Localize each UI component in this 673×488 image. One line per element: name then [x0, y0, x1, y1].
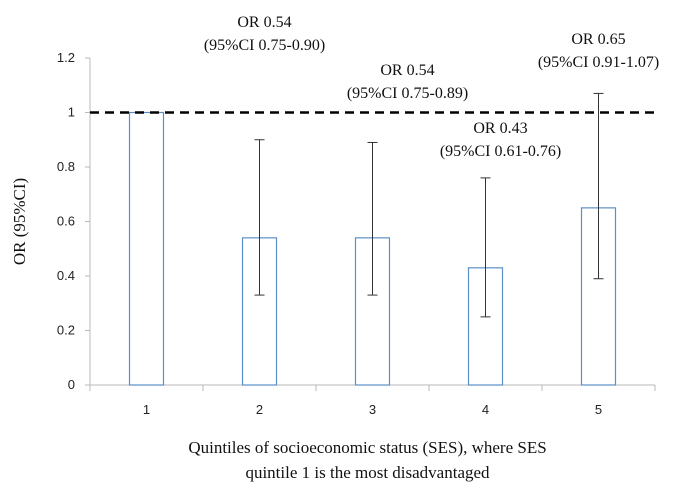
- x-tick-label: 3: [369, 402, 376, 417]
- x-axis-title-line: quintile 1 is the most disadvantaged: [245, 463, 490, 482]
- bars: [128, 111, 617, 386]
- annotation-ci: (95%CI 0.91-1.07): [538, 54, 659, 71]
- annotation-ci: (95%CI 0.75-0.89): [347, 85, 468, 102]
- x-axis-title-line: Quintiles of socioeconomic status (SES),…: [188, 438, 546, 457]
- axes: 0 0.2 0.4 0.6 0.8 1 1.2 1 2 3 4 5: [57, 50, 656, 417]
- bar: [128, 111, 165, 386]
- y-tick-label: 0.2: [57, 323, 75, 338]
- y-tick-label: 0: [68, 377, 75, 392]
- annotation-or: OR 0.54: [380, 62, 434, 79]
- y-tick-label: 1: [68, 105, 75, 120]
- y-tick-label: 1.2: [57, 50, 75, 65]
- axis-titles: OR (95%CI) Quintiles of socioeconomic sta…: [10, 178, 547, 482]
- y-tick-label: 0.4: [57, 268, 75, 283]
- y-axis-title: OR (95%CI): [10, 178, 29, 265]
- annotation-or: OR 0.54: [237, 14, 291, 31]
- x-tick-label: 4: [482, 402, 489, 417]
- y-tick-label: 0.6: [57, 214, 75, 229]
- annotation-or: OR 0.43: [473, 120, 527, 137]
- y-tick-label: 0.8: [57, 159, 75, 174]
- annotation-ci: (95%CI 0.75-0.90): [204, 37, 325, 54]
- annotations: OR 0.54 (95%CI 0.75-0.90) OR 0.54 (95%CI 0.…: [204, 14, 659, 160]
- annotation-or: OR 0.65: [571, 31, 625, 48]
- x-tick-label: 5: [595, 402, 602, 417]
- annotation-ci: (95%CI 0.61-0.76): [440, 143, 561, 160]
- x-tick-label: 2: [256, 402, 263, 417]
- error-bars: [254, 92, 604, 318]
- x-tick-label: 1: [143, 402, 150, 417]
